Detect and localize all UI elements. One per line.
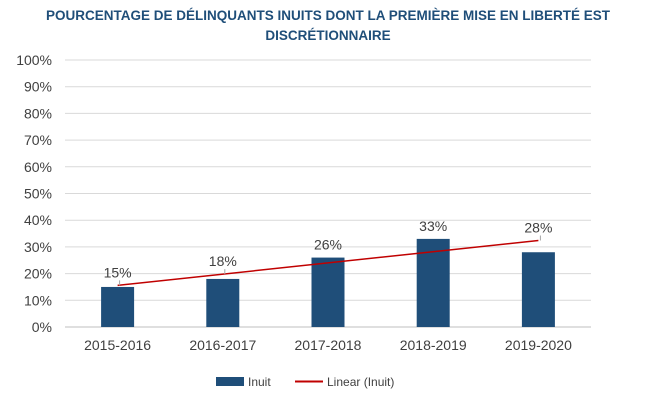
data-label: 28% (524, 219, 552, 235)
data-label: 26% (314, 237, 342, 253)
y-tick-label: 60% (24, 159, 52, 175)
y-tick-label: 0% (32, 319, 52, 335)
y-tick-label: 50% (24, 186, 52, 202)
chart-title-line-1: POURCENTAGE DE DÉLINQUANTS INUITS DONT L… (45, 8, 611, 23)
data-label: 15% (104, 264, 132, 280)
bar (101, 286, 135, 327)
data-label: 33% (419, 218, 447, 234)
x-tick-label: 2016-2017 (189, 337, 256, 353)
chart-title: POURCENTAGE DE DÉLINQUANTS INUITS DONT L… (0, 6, 656, 46)
trendline (117, 239, 539, 287)
y-tick-label: 70% (24, 132, 52, 148)
x-tick-label: 2019-2020 (505, 337, 572, 353)
bar (206, 278, 240, 327)
legend-label-inuit: Inuit (248, 375, 271, 389)
chart-title-line-2: DISCRÉTIONNAIRE (265, 28, 391, 43)
y-tick-label: 80% (24, 105, 52, 121)
bar (311, 257, 345, 327)
y-tick-label: 10% (24, 292, 52, 308)
bar (521, 252, 555, 327)
data-label: 18% (209, 253, 237, 269)
y-tick-label: 40% (24, 212, 52, 228)
y-tick-label: 100% (16, 52, 52, 68)
y-tick-label: 90% (24, 79, 52, 95)
x-tick-label: 2017-2018 (295, 337, 362, 353)
legend-label-trendline: Linear (Inuit) (327, 375, 394, 389)
y-tick-label: 20% (24, 266, 52, 282)
x-tick-label: 2018-2019 (400, 337, 467, 353)
legend-swatch-inuit (216, 377, 244, 386)
x-tick-label: 2015-2016 (84, 337, 151, 353)
y-tick-label: 30% (24, 239, 52, 255)
